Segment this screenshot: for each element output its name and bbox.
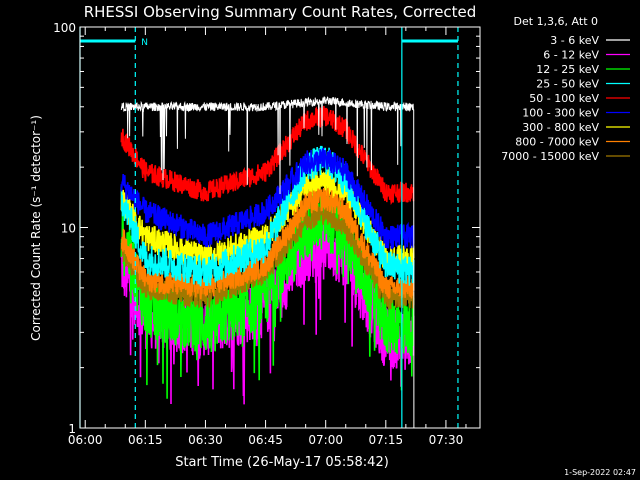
legend-label-1: 6 - 12 keV: [543, 49, 599, 62]
legend-label-0: 3 - 6 keV: [550, 34, 599, 47]
legend-label-7: 800 - 7000 keV: [515, 136, 599, 149]
series-line-800-7000-kev: [120, 187, 415, 300]
x-tick-label-0: 06:00: [68, 433, 103, 447]
x-tick-label-5: 07:15: [369, 433, 404, 447]
x-tick-label-4: 07:00: [308, 433, 343, 447]
legend-label-5: 100 - 300 keV: [522, 107, 599, 120]
legend-title: Det 1,3,6, Att 0: [514, 15, 598, 28]
y-tick-label-0: 1: [68, 422, 76, 436]
legend-label-2: 12 - 25 keV: [536, 63, 599, 76]
x-tick-label-6: 07:30: [429, 433, 464, 447]
y-tick-label-2: 100: [53, 21, 76, 35]
series-line-7000-15000-kev: [120, 200, 415, 311]
series-line-25-50-kev: [120, 145, 415, 287]
series-line-50-100-kev: [120, 105, 415, 206]
y-tick-label-1: 10: [61, 222, 76, 236]
timestamp: 1-Sep-2022 02:47: [564, 468, 636, 477]
x-tick-label-1: 06:15: [128, 433, 163, 447]
plot-area: [120, 96, 415, 429]
axes: N 06:00 06:15 06:30 06:45 07:00 07:15 07:30 1 10 1…: [53, 21, 481, 447]
legend-label-3: 25 - 50 keV: [536, 78, 599, 91]
night-label: N: [141, 38, 148, 48]
x-tick-label-3: 06:45: [248, 433, 283, 447]
series-line-12-25-kev: [120, 191, 415, 399]
x-axis-label: Start Time (26-May-17 05:58:42): [175, 455, 389, 470]
series-line-3-6-kev: [120, 96, 415, 429]
legend-label-4: 50 - 100 keV: [529, 92, 599, 105]
x-tick-label-2: 06:30: [188, 433, 223, 447]
y-axis-label: Corrected Count Rate (s⁻¹ detector⁻¹): [29, 115, 43, 341]
chart-title: RHESSI Observing Summary Count Rates, Co…: [84, 3, 477, 21]
legend-label-8: 7000 - 15000 keV: [501, 150, 599, 163]
legend-label-6: 300 - 800 keV: [522, 121, 599, 134]
series-line-100-300-kev: [120, 147, 415, 250]
